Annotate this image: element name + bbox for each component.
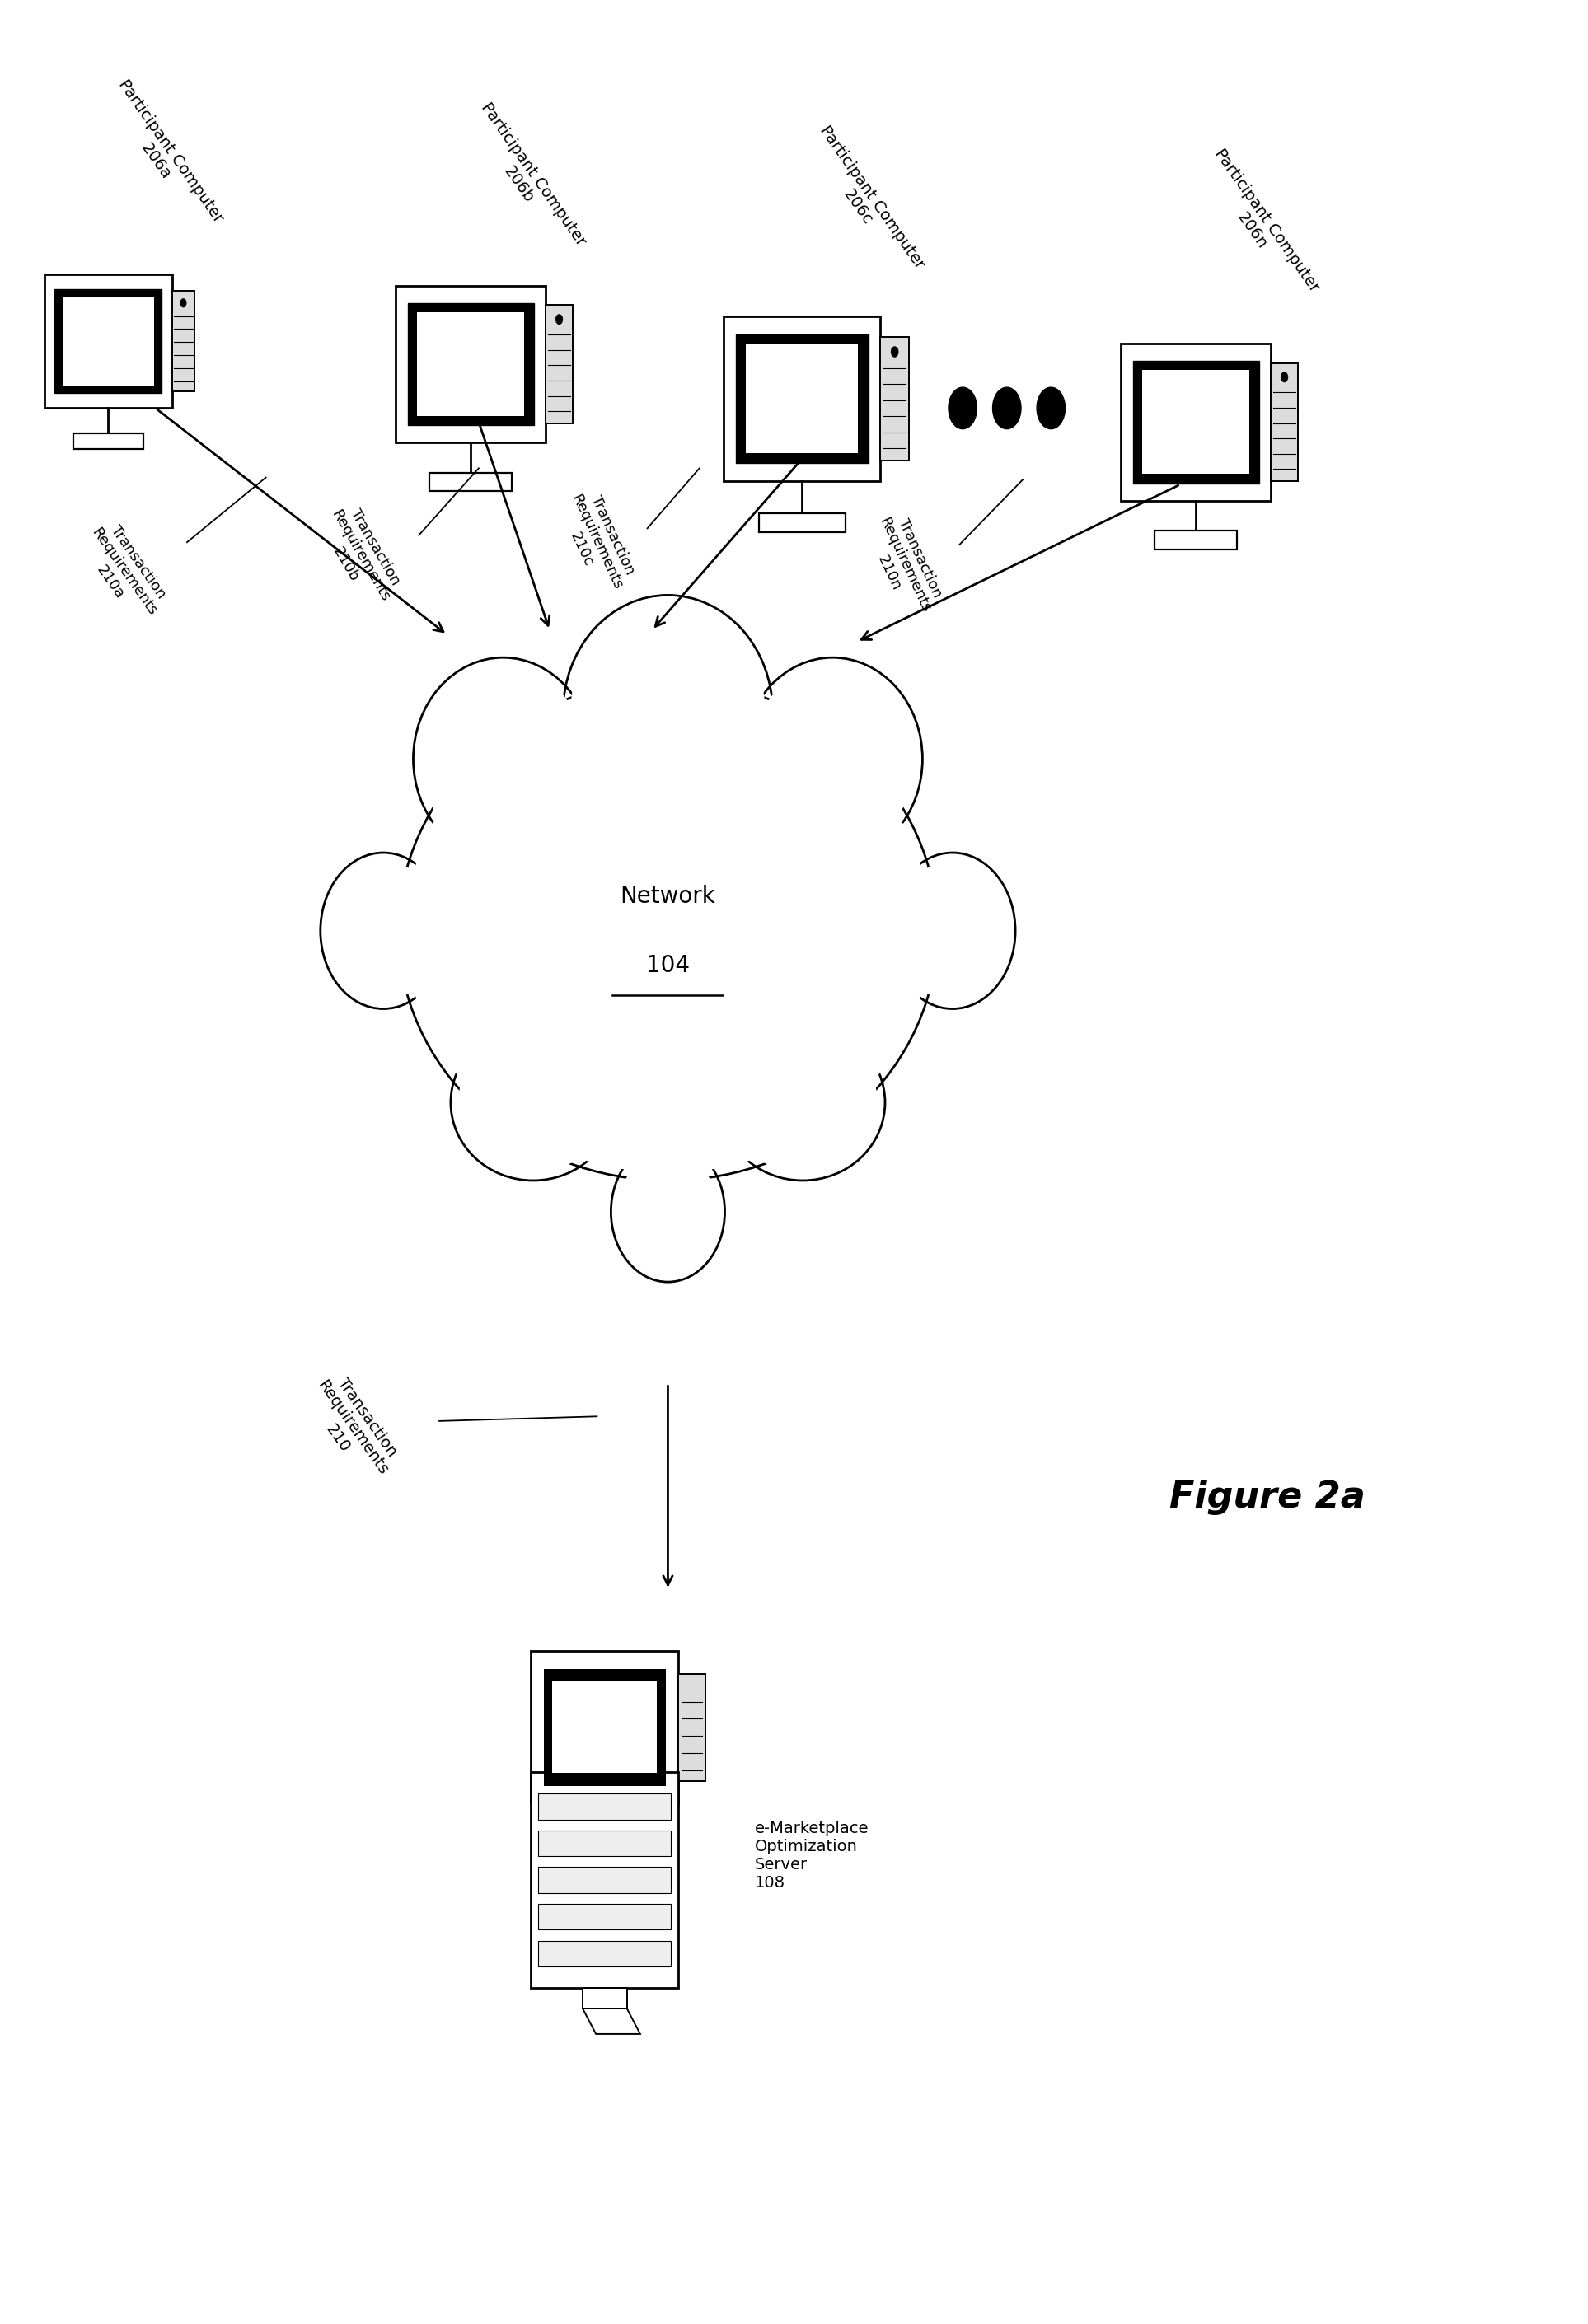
Bar xyxy=(172,290,195,390)
Bar xyxy=(54,288,162,393)
Bar xyxy=(538,1903,672,1929)
Text: Participant Computer
206c: Participant Computer 206c xyxy=(802,123,927,281)
Bar xyxy=(73,435,143,449)
Ellipse shape xyxy=(743,658,923,860)
Circle shape xyxy=(891,346,899,358)
Ellipse shape xyxy=(407,688,931,1174)
Bar xyxy=(530,1650,678,1803)
Bar xyxy=(418,311,524,416)
Text: Transaction
Requirements
210n: Transaction Requirements 210n xyxy=(861,509,948,623)
Text: Participant Computer
206n: Participant Computer 206n xyxy=(1196,146,1321,304)
Bar xyxy=(62,297,154,386)
Circle shape xyxy=(1282,372,1288,381)
Bar xyxy=(569,1829,642,1848)
Text: Participant Computer
206a: Participant Computer 206a xyxy=(100,77,225,235)
Ellipse shape xyxy=(618,1150,718,1274)
Bar xyxy=(538,1831,672,1857)
Text: e-Marketplace
Optimization
Server
108: e-Marketplace Optimization Server 108 xyxy=(754,1820,869,1892)
Bar xyxy=(1132,360,1259,483)
Bar xyxy=(1142,370,1250,474)
Text: Transaction
Requirements
210b: Transaction Requirements 210b xyxy=(313,500,408,614)
Circle shape xyxy=(992,388,1021,430)
Bar xyxy=(538,1794,672,1820)
Bar xyxy=(553,1683,657,1773)
Bar xyxy=(530,1771,678,1987)
Ellipse shape xyxy=(327,860,438,1002)
Text: Participant Computer
206b: Participant Computer 206b xyxy=(464,100,589,258)
Ellipse shape xyxy=(889,853,1015,1009)
Ellipse shape xyxy=(459,1032,608,1174)
Ellipse shape xyxy=(564,595,773,830)
Bar xyxy=(745,344,858,453)
Bar xyxy=(583,1987,627,2008)
Bar xyxy=(880,337,908,460)
Bar xyxy=(538,1866,672,1894)
Text: Network: Network xyxy=(621,885,716,909)
Bar xyxy=(408,302,534,425)
Bar xyxy=(1154,530,1237,548)
Circle shape xyxy=(1037,388,1066,430)
Bar xyxy=(538,1941,672,1966)
Bar xyxy=(44,274,172,409)
Ellipse shape xyxy=(413,658,592,860)
Bar xyxy=(1270,363,1297,481)
Bar xyxy=(543,1669,665,1785)
Ellipse shape xyxy=(570,602,765,820)
Bar xyxy=(430,472,511,490)
Bar xyxy=(1121,344,1270,500)
Polygon shape xyxy=(583,2008,640,2034)
Text: 104: 104 xyxy=(646,953,689,976)
Bar xyxy=(723,316,880,481)
Circle shape xyxy=(948,388,977,430)
Circle shape xyxy=(181,300,186,307)
Ellipse shape xyxy=(611,1141,724,1283)
Text: Transaction
Requirements
210c: Transaction Requirements 210c xyxy=(553,486,642,600)
Bar xyxy=(759,514,845,532)
Bar xyxy=(678,1673,705,1780)
Circle shape xyxy=(556,314,562,323)
Ellipse shape xyxy=(721,1025,885,1181)
Text: Transaction
Requirements
210a: Transaction Requirements 210a xyxy=(75,516,173,630)
Ellipse shape xyxy=(451,1025,616,1181)
Bar xyxy=(735,335,869,462)
Ellipse shape xyxy=(897,860,1008,1002)
Text: Figure 2a: Figure 2a xyxy=(1169,1480,1366,1515)
Ellipse shape xyxy=(727,1032,878,1174)
Ellipse shape xyxy=(399,681,937,1181)
Ellipse shape xyxy=(321,853,446,1009)
Ellipse shape xyxy=(750,665,915,853)
Bar xyxy=(395,286,546,444)
Text: Transaction
Requirements
210: Transaction Requirements 210 xyxy=(299,1367,407,1487)
Bar xyxy=(546,304,573,423)
Ellipse shape xyxy=(421,665,586,853)
